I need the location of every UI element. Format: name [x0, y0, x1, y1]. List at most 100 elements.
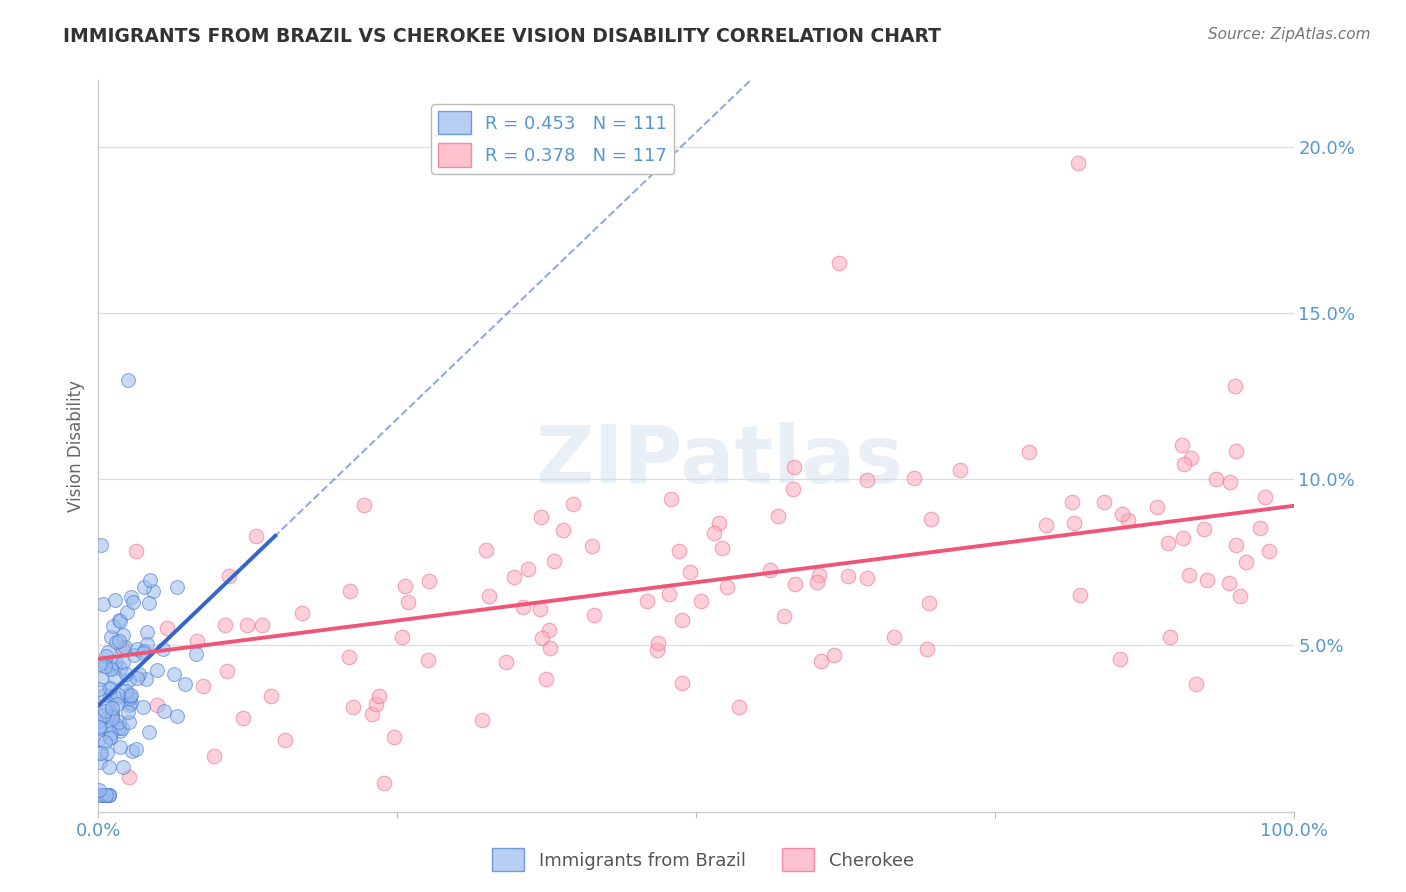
Point: [373, 776, 395, 790]
Point: [118, 691, 141, 706]
Point: [543, 554, 565, 568]
Point: [657, 587, 679, 601]
Point: [132, 644, 155, 658]
Point: [766, 509, 789, 524]
Point: [710, 541, 733, 555]
Point: [120, 696, 142, 710]
Point: [108, 740, 131, 755]
Point: [112, 656, 135, 670]
Point: [120, 689, 142, 703]
Point: [671, 613, 693, 627]
Point: [806, 574, 828, 589]
Point: [101, 701, 124, 715]
Point: [949, 463, 972, 477]
Point: [1184, 677, 1206, 691]
Point: [1018, 445, 1040, 459]
Point: [1156, 535, 1178, 549]
Point: [530, 509, 553, 524]
Point: [89, 720, 111, 734]
Point: [1192, 522, 1215, 536]
Point: [562, 497, 585, 511]
Point: [703, 526, 725, 541]
Point: [647, 636, 669, 650]
Point: [98, 682, 121, 697]
Point: [101, 661, 124, 675]
Point: [162, 666, 184, 681]
Point: [125, 742, 148, 756]
Point: [100, 663, 122, 677]
Point: [145, 698, 167, 713]
Point: [91, 597, 114, 611]
Point: [110, 723, 132, 738]
Point: [105, 718, 128, 732]
Point: [1092, 495, 1115, 509]
Point: [690, 594, 713, 608]
Point: [127, 671, 149, 685]
Point: [98, 760, 121, 774]
Point: [100, 707, 122, 722]
Point: [503, 570, 526, 584]
Point: [90, 788, 112, 802]
Point: [91, 788, 114, 802]
Point: [156, 621, 179, 635]
Point: [96, 699, 118, 714]
Point: [883, 630, 905, 644]
Text: IMMIGRANTS FROM BRAZIL VS CHEROKEE VISION DISABILITY CORRELATION CHART: IMMIGRANTS FROM BRAZIL VS CHEROKEE VISIO…: [63, 27, 941, 45]
Point: [121, 744, 143, 758]
Point: [416, 653, 439, 667]
Point: [1218, 575, 1240, 590]
Point: [94, 649, 117, 664]
Point: [93, 689, 115, 703]
Point: [104, 634, 127, 648]
Point: [117, 705, 139, 719]
Point: [89, 746, 111, 760]
Point: [125, 641, 148, 656]
Point: [1180, 450, 1202, 465]
Point: [120, 688, 142, 702]
Point: [1069, 588, 1091, 602]
Point: [236, 618, 259, 632]
Point: [97, 788, 120, 802]
Point: [103, 618, 125, 632]
Point: [111, 642, 134, 657]
Point: [105, 697, 128, 711]
Point: [478, 590, 501, 604]
Point: [837, 568, 859, 582]
Point: [1249, 521, 1271, 535]
Point: [173, 677, 195, 691]
Point: [100, 706, 122, 720]
Point: [103, 655, 125, 669]
Point: [135, 672, 157, 686]
Point: [218, 569, 240, 583]
Point: [215, 665, 238, 679]
Point: [728, 699, 751, 714]
Point: [1225, 443, 1247, 458]
Point: [382, 730, 405, 744]
Point: [118, 698, 141, 713]
Point: [1253, 490, 1275, 504]
Point: [204, 748, 226, 763]
Point: [152, 642, 174, 657]
Point: [668, 544, 690, 558]
Point: [186, 634, 208, 648]
Point: [138, 596, 160, 610]
Point: [810, 653, 832, 667]
Point: [353, 498, 375, 512]
Point: [89, 721, 111, 735]
Point: [104, 593, 127, 607]
Point: [856, 474, 879, 488]
Point: [94, 788, 117, 802]
Point: [1205, 472, 1227, 486]
Point: [367, 689, 389, 703]
Point: [1258, 544, 1281, 558]
Point: [112, 760, 135, 774]
Point: [1223, 379, 1246, 393]
Point: [115, 683, 138, 698]
Point: [250, 618, 273, 632]
Point: [1234, 555, 1257, 569]
Point: [582, 608, 605, 623]
Point: [1173, 531, 1195, 545]
Point: [759, 563, 782, 577]
Point: [193, 679, 215, 693]
Point: [475, 543, 498, 558]
